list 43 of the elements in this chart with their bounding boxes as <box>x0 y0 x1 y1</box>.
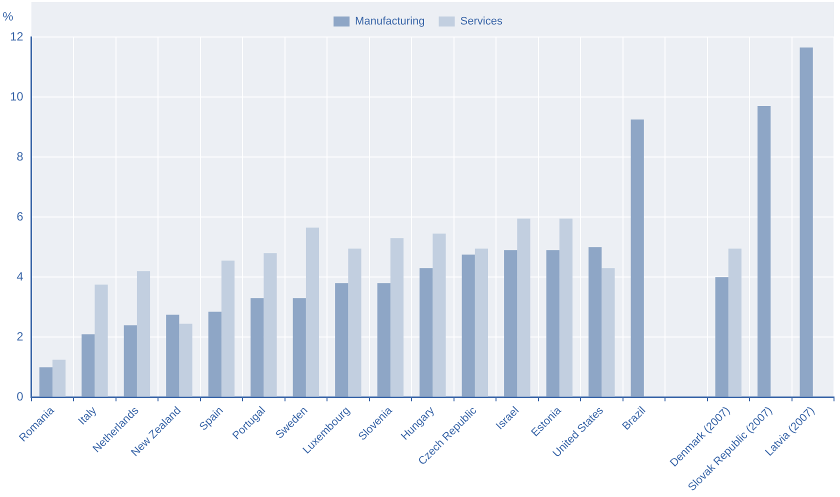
y-tick-label: 2 <box>16 330 24 344</box>
bar <box>208 312 222 397</box>
bar <box>82 334 95 397</box>
bar <box>52 360 66 397</box>
legend-label: Manufacturing <box>355 16 425 28</box>
bar <box>432 234 446 397</box>
y-axis-title: % <box>2 9 14 24</box>
bar <box>348 248 362 397</box>
bar <box>377 283 390 397</box>
bar <box>124 325 137 397</box>
bar <box>758 106 771 397</box>
bar <box>588 247 602 397</box>
bar <box>166 314 180 397</box>
bar <box>715 277 728 397</box>
y-tick-label: 10 <box>10 89 24 104</box>
bar <box>94 284 108 397</box>
bar <box>728 248 742 397</box>
bar <box>420 268 433 397</box>
bar <box>504 250 518 397</box>
bar <box>264 253 277 397</box>
y-tick-label: 4 <box>16 269 24 284</box>
bar <box>39 367 52 397</box>
bar <box>306 228 320 397</box>
bar <box>559 218 573 397</box>
bar <box>474 248 488 397</box>
bar <box>390 238 404 397</box>
y-tick-label: 0 <box>16 390 24 404</box>
bar <box>602 268 615 397</box>
bar <box>292 298 306 397</box>
legend-label: Services <box>460 16 503 28</box>
bar <box>462 254 475 397</box>
bar <box>250 298 264 397</box>
y-tick-label: 12 <box>10 29 24 44</box>
bar <box>800 48 813 397</box>
bar <box>335 283 348 397</box>
bar <box>136 271 150 397</box>
y-tick-label: 6 <box>16 209 24 224</box>
bar <box>630 120 644 397</box>
bar <box>221 260 235 397</box>
bar <box>546 250 560 397</box>
bar <box>179 324 192 397</box>
bar <box>517 218 530 397</box>
y-tick-label: 8 <box>16 149 24 164</box>
